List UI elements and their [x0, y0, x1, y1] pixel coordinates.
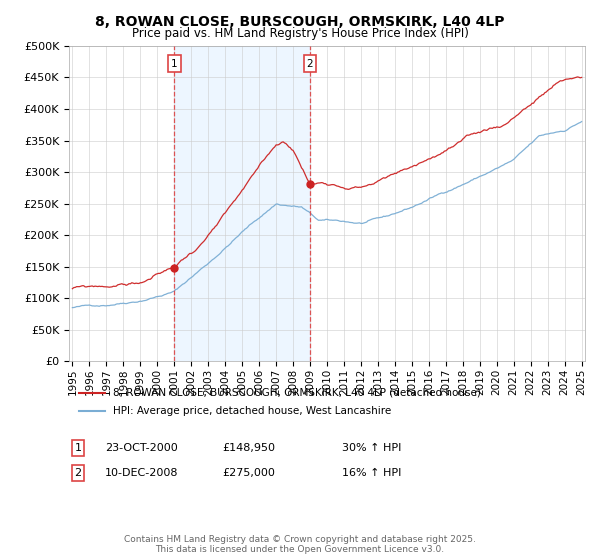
Text: 23-OCT-2000: 23-OCT-2000	[105, 443, 178, 453]
Text: HPI: Average price, detached house, West Lancashire: HPI: Average price, detached house, West…	[113, 406, 391, 416]
Text: £275,000: £275,000	[222, 468, 275, 478]
Text: 16% ↑ HPI: 16% ↑ HPI	[342, 468, 401, 478]
Text: 1: 1	[171, 59, 178, 68]
Text: 2: 2	[307, 59, 313, 68]
Text: 30% ↑ HPI: 30% ↑ HPI	[342, 443, 401, 453]
Bar	[174, 46, 310, 361]
Text: £148,950: £148,950	[222, 443, 275, 453]
Text: 2: 2	[74, 468, 82, 478]
Text: 10-DEC-2008: 10-DEC-2008	[105, 468, 179, 478]
Text: Price paid vs. HM Land Registry's House Price Index (HPI): Price paid vs. HM Land Registry's House …	[131, 27, 469, 40]
Text: 1: 1	[74, 443, 82, 453]
Text: Contains HM Land Registry data © Crown copyright and database right 2025.
This d: Contains HM Land Registry data © Crown c…	[124, 535, 476, 554]
Text: 8, ROWAN CLOSE, BURSCOUGH, ORMSKIRK, L40 4LP: 8, ROWAN CLOSE, BURSCOUGH, ORMSKIRK, L40…	[95, 15, 505, 29]
Text: 8, ROWAN CLOSE, BURSCOUGH, ORMSKIRK, L40 4LP (detached house): 8, ROWAN CLOSE, BURSCOUGH, ORMSKIRK, L40…	[113, 388, 481, 398]
